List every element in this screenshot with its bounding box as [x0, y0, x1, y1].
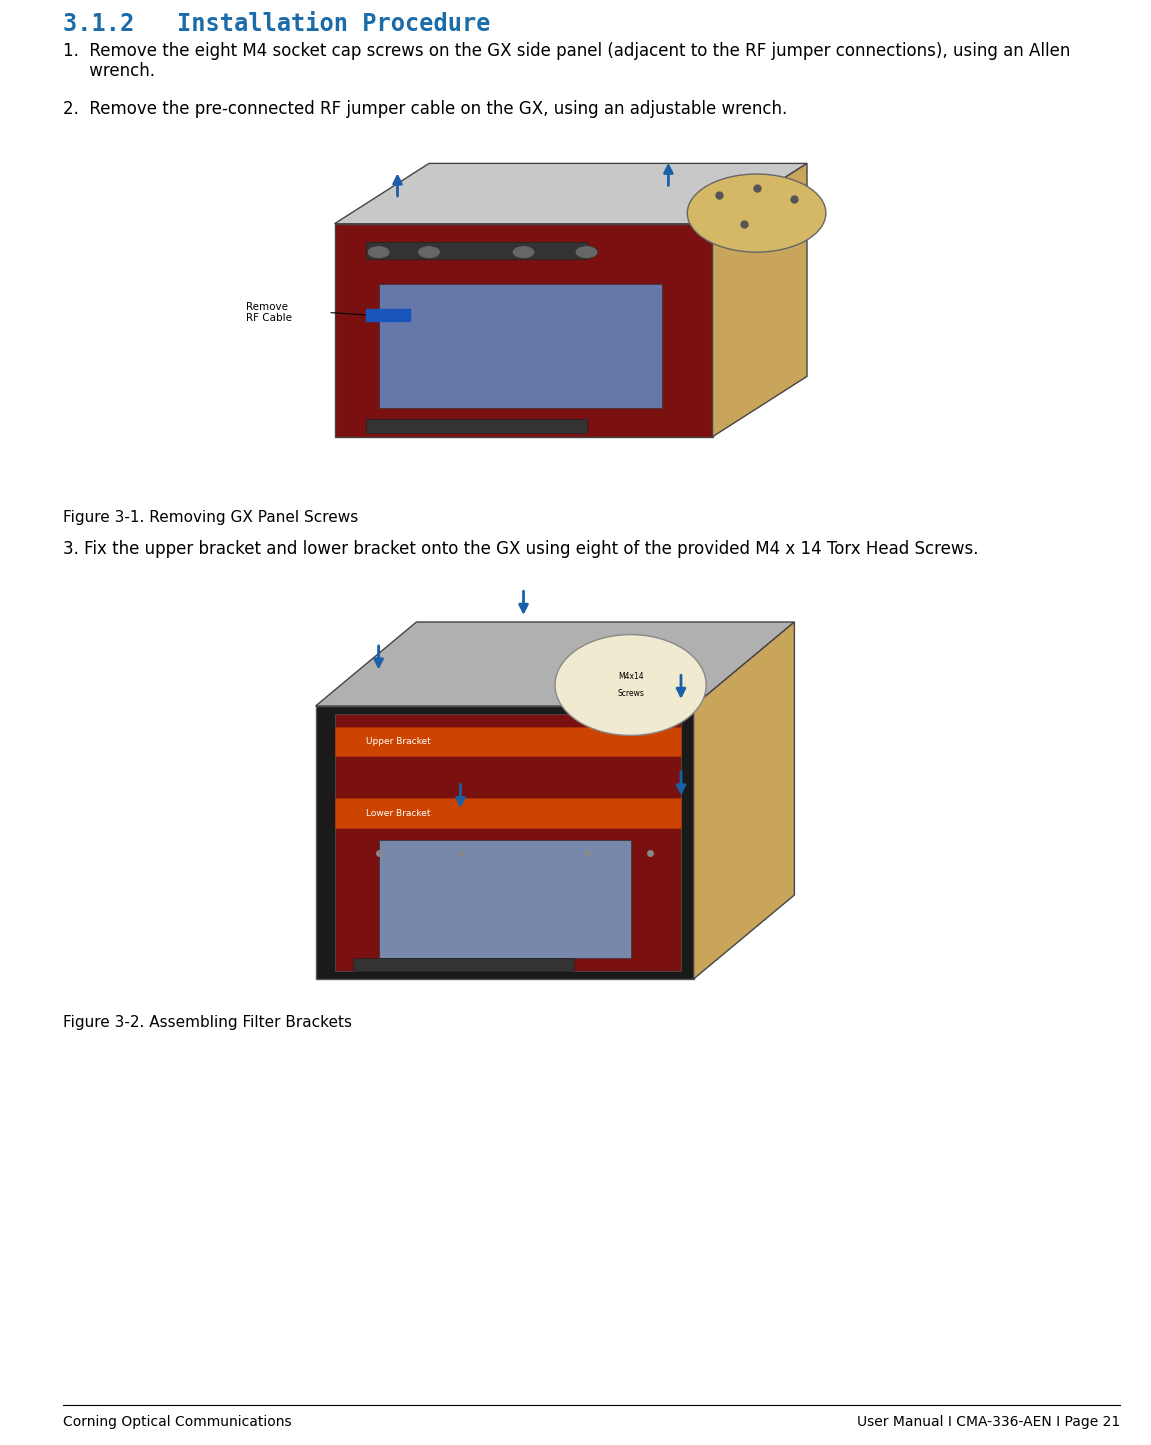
Circle shape: [367, 246, 390, 259]
Text: Screws: Screws: [617, 689, 645, 698]
Text: 2.  Remove the pre-connected RF jumper cable on the GX, using an adjustable wren: 2. Remove the pre-connected RF jumper ca…: [63, 100, 787, 118]
Polygon shape: [335, 224, 712, 436]
Text: Upper Bracket: Upper Bracket: [366, 737, 430, 746]
Bar: [366, 241, 587, 259]
Bar: [379, 841, 631, 958]
Text: Corning Optical Communications: Corning Optical Communications: [63, 1415, 291, 1429]
Text: Remove
RF Cable: Remove RF Cable: [246, 302, 292, 324]
Polygon shape: [335, 163, 807, 224]
Text: User Manual I CMA-336-AEN I Page 21: User Manual I CMA-336-AEN I Page 21: [856, 1415, 1120, 1429]
Circle shape: [512, 246, 535, 259]
Text: M4x14: M4x14: [618, 672, 643, 681]
Text: 3.1.2   Installation Procedure: 3.1.2 Installation Procedure: [63, 12, 490, 36]
Text: Figure 3-2. Assembling Filter Brackets: Figure 3-2. Assembling Filter Brackets: [63, 1014, 352, 1030]
Text: Lower Bracket: Lower Bracket: [366, 809, 430, 818]
Polygon shape: [712, 163, 807, 436]
Bar: [353, 958, 574, 971]
Bar: [241, 134, 870, 490]
Polygon shape: [315, 707, 694, 980]
Text: 1.  Remove the eight M4 socket cap screws on the GX side panel (adjacent to the : 1. Remove the eight M4 socket cap screws…: [63, 42, 1070, 61]
Bar: [366, 419, 587, 433]
Bar: [335, 727, 681, 756]
Text: Figure 3-1. Removing GX Panel Screws: Figure 3-1. Removing GX Panel Screws: [63, 510, 358, 525]
Circle shape: [418, 246, 441, 259]
Bar: [379, 285, 662, 409]
Circle shape: [687, 173, 826, 251]
Polygon shape: [694, 621, 794, 980]
Polygon shape: [315, 621, 794, 707]
Text: wrench.: wrench.: [63, 62, 155, 79]
Bar: [335, 799, 681, 828]
Polygon shape: [335, 714, 681, 971]
Circle shape: [576, 246, 597, 259]
Circle shape: [555, 634, 707, 736]
Bar: [366, 309, 410, 321]
Text: 3. Fix the upper bracket and lower bracket onto the GX using eight of the provid: 3. Fix the upper bracket and lower brack…: [63, 540, 978, 558]
